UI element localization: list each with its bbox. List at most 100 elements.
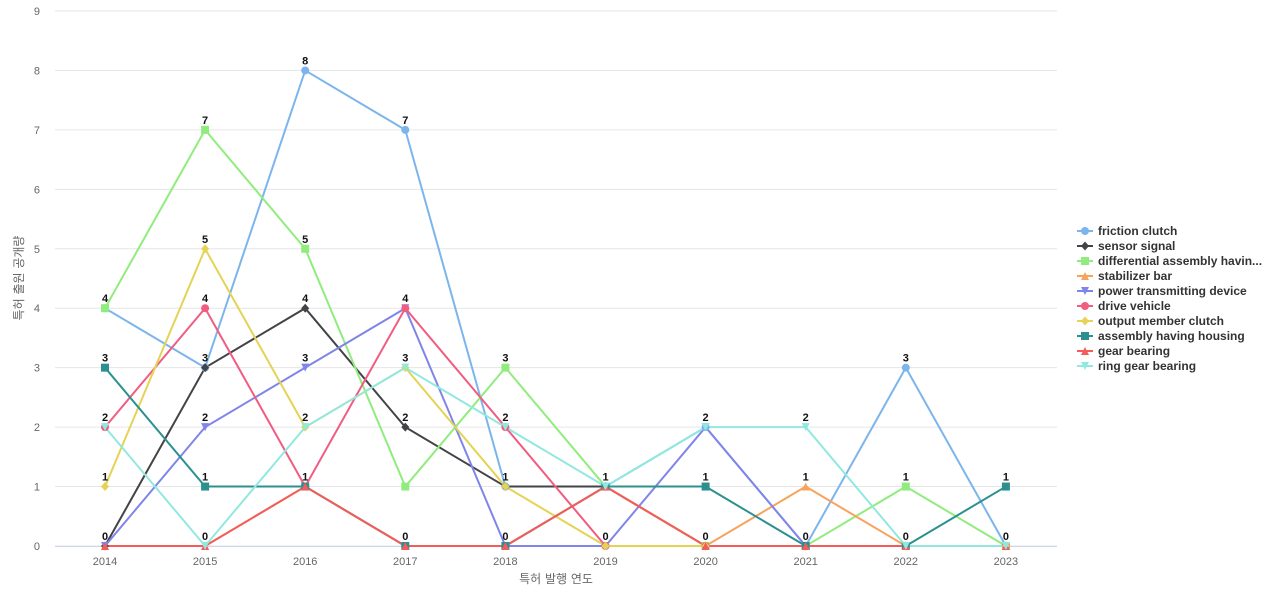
x-tick-label: 2021 [793, 556, 817, 568]
data-label: 2 [302, 412, 308, 424]
data-label: 0 [602, 531, 608, 543]
data-label: 1 [803, 472, 809, 484]
legend-marker [1081, 241, 1089, 251]
series-7-point [701, 482, 710, 491]
data-label: 8 [302, 55, 308, 67]
y-tick-label: 4 [34, 303, 40, 315]
legend-marker [1081, 316, 1089, 326]
legend-label: friction clutch [1098, 224, 1177, 238]
series-9-point [1001, 542, 1010, 550]
y-axis-title: 특허 출원 공개량 [12, 236, 26, 321]
legend-label: power transmitting device [1098, 284, 1247, 298]
series-9-point [701, 423, 710, 432]
series-5-point [201, 304, 210, 313]
legend-item[interactable]: gear bearing [1077, 344, 1170, 358]
data-label: 1 [202, 472, 208, 484]
legend-item[interactable]: friction clutch [1077, 224, 1177, 238]
data-label: 2 [202, 412, 208, 424]
data-label: 1 [602, 472, 608, 484]
series-9-point [201, 542, 210, 550]
series-1-point [201, 363, 210, 373]
series-9-point [801, 423, 810, 432]
legend-marker [1081, 302, 1089, 310]
y-tick-label: 6 [34, 184, 40, 196]
series-1-point [401, 422, 410, 432]
legend-item[interactable]: ring gear bearing [1077, 359, 1196, 373]
series-8-point [501, 542, 510, 550]
series-7-point [1001, 482, 1010, 491]
legend-item[interactable]: output member clutch [1077, 314, 1224, 328]
legend-item[interactable]: sensor signal [1077, 239, 1175, 253]
y-tick-label: 7 [34, 125, 40, 137]
y-tick-label: 3 [34, 363, 40, 375]
y-tick-label: 0 [34, 541, 40, 553]
legend-marker [1081, 287, 1089, 295]
legend-label: drive vehicle [1098, 299, 1171, 313]
data-label: 0 [502, 531, 508, 543]
legend-item[interactable]: assembly having housing [1077, 329, 1245, 343]
legend-item[interactable]: differential assembly havin... [1077, 254, 1262, 268]
data-label: 0 [402, 531, 408, 543]
x-tick-label: 2015 [193, 556, 217, 568]
data-label: 4 [102, 293, 109, 305]
legend-marker [1081, 272, 1089, 280]
x-tick-label: 2019 [593, 556, 617, 568]
data-label: 0 [903, 531, 909, 543]
series-9-point [501, 423, 510, 432]
series-1-point [301, 303, 310, 313]
series-6-point [501, 482, 510, 492]
series-5-point [401, 304, 410, 313]
legend-marker [1081, 257, 1089, 265]
x-tick-label: 2022 [894, 556, 918, 568]
series-9-point [301, 423, 310, 432]
series-0-point [901, 363, 910, 372]
series-2-point [901, 482, 910, 491]
series-2-point [401, 482, 410, 491]
legend-marker [1081, 332, 1089, 340]
y-tick-label: 1 [34, 482, 40, 494]
data-label: 3 [502, 353, 508, 365]
data-label: 7 [202, 115, 208, 127]
data-label: 2 [102, 412, 108, 424]
series-line-8 [105, 485, 1006, 547]
series-9-point [101, 423, 109, 432]
data-label: 0 [803, 531, 809, 543]
series-2-point [301, 244, 310, 253]
x-axis-ticks: 2014 2015 2016 2017 2018 2019 2020 2021 2022 2023 [93, 556, 1018, 568]
series-7-point [201, 482, 210, 491]
legend-label: output member clutch [1098, 314, 1224, 328]
data-label: 3 [202, 353, 208, 365]
data-label: 0 [202, 531, 208, 543]
data-label: 4 [402, 293, 409, 305]
legend-item[interactable]: drive vehicle [1077, 299, 1171, 313]
series-markers [101, 66, 1010, 551]
series-4-point [201, 423, 210, 432]
x-tick-label: 2018 [493, 556, 517, 568]
series-2-point [501, 363, 510, 372]
legend-item[interactable]: power transmitting device [1077, 284, 1247, 298]
legend-item[interactable]: stabilizer bar [1077, 269, 1172, 283]
data-label: 0 [703, 531, 709, 543]
data-label: 2 [703, 412, 709, 424]
legend-label: gear bearing [1098, 344, 1170, 358]
x-tick-label: 2023 [994, 556, 1018, 568]
y-tick-label: 2 [34, 422, 40, 434]
data-label: 5 [302, 234, 308, 246]
y-tick-label: 9 [34, 6, 40, 18]
data-label: 2 [502, 412, 508, 424]
series-2-point [201, 125, 210, 134]
x-tick-label: 2020 [693, 556, 717, 568]
series-7-point [101, 363, 109, 372]
series-9-point [401, 363, 410, 372]
data-label: 4 [302, 293, 309, 305]
data-label: 5 [202, 234, 208, 246]
data-label: 3 [903, 353, 909, 365]
data-label: 3 [402, 353, 408, 365]
data-label: 3 [302, 353, 308, 365]
series-8-point [101, 542, 109, 550]
y-tick-label: 5 [34, 244, 40, 256]
legend-label: ring gear bearing [1098, 359, 1196, 373]
y-tick-label: 8 [34, 65, 40, 77]
legend-label: sensor signal [1098, 239, 1175, 253]
